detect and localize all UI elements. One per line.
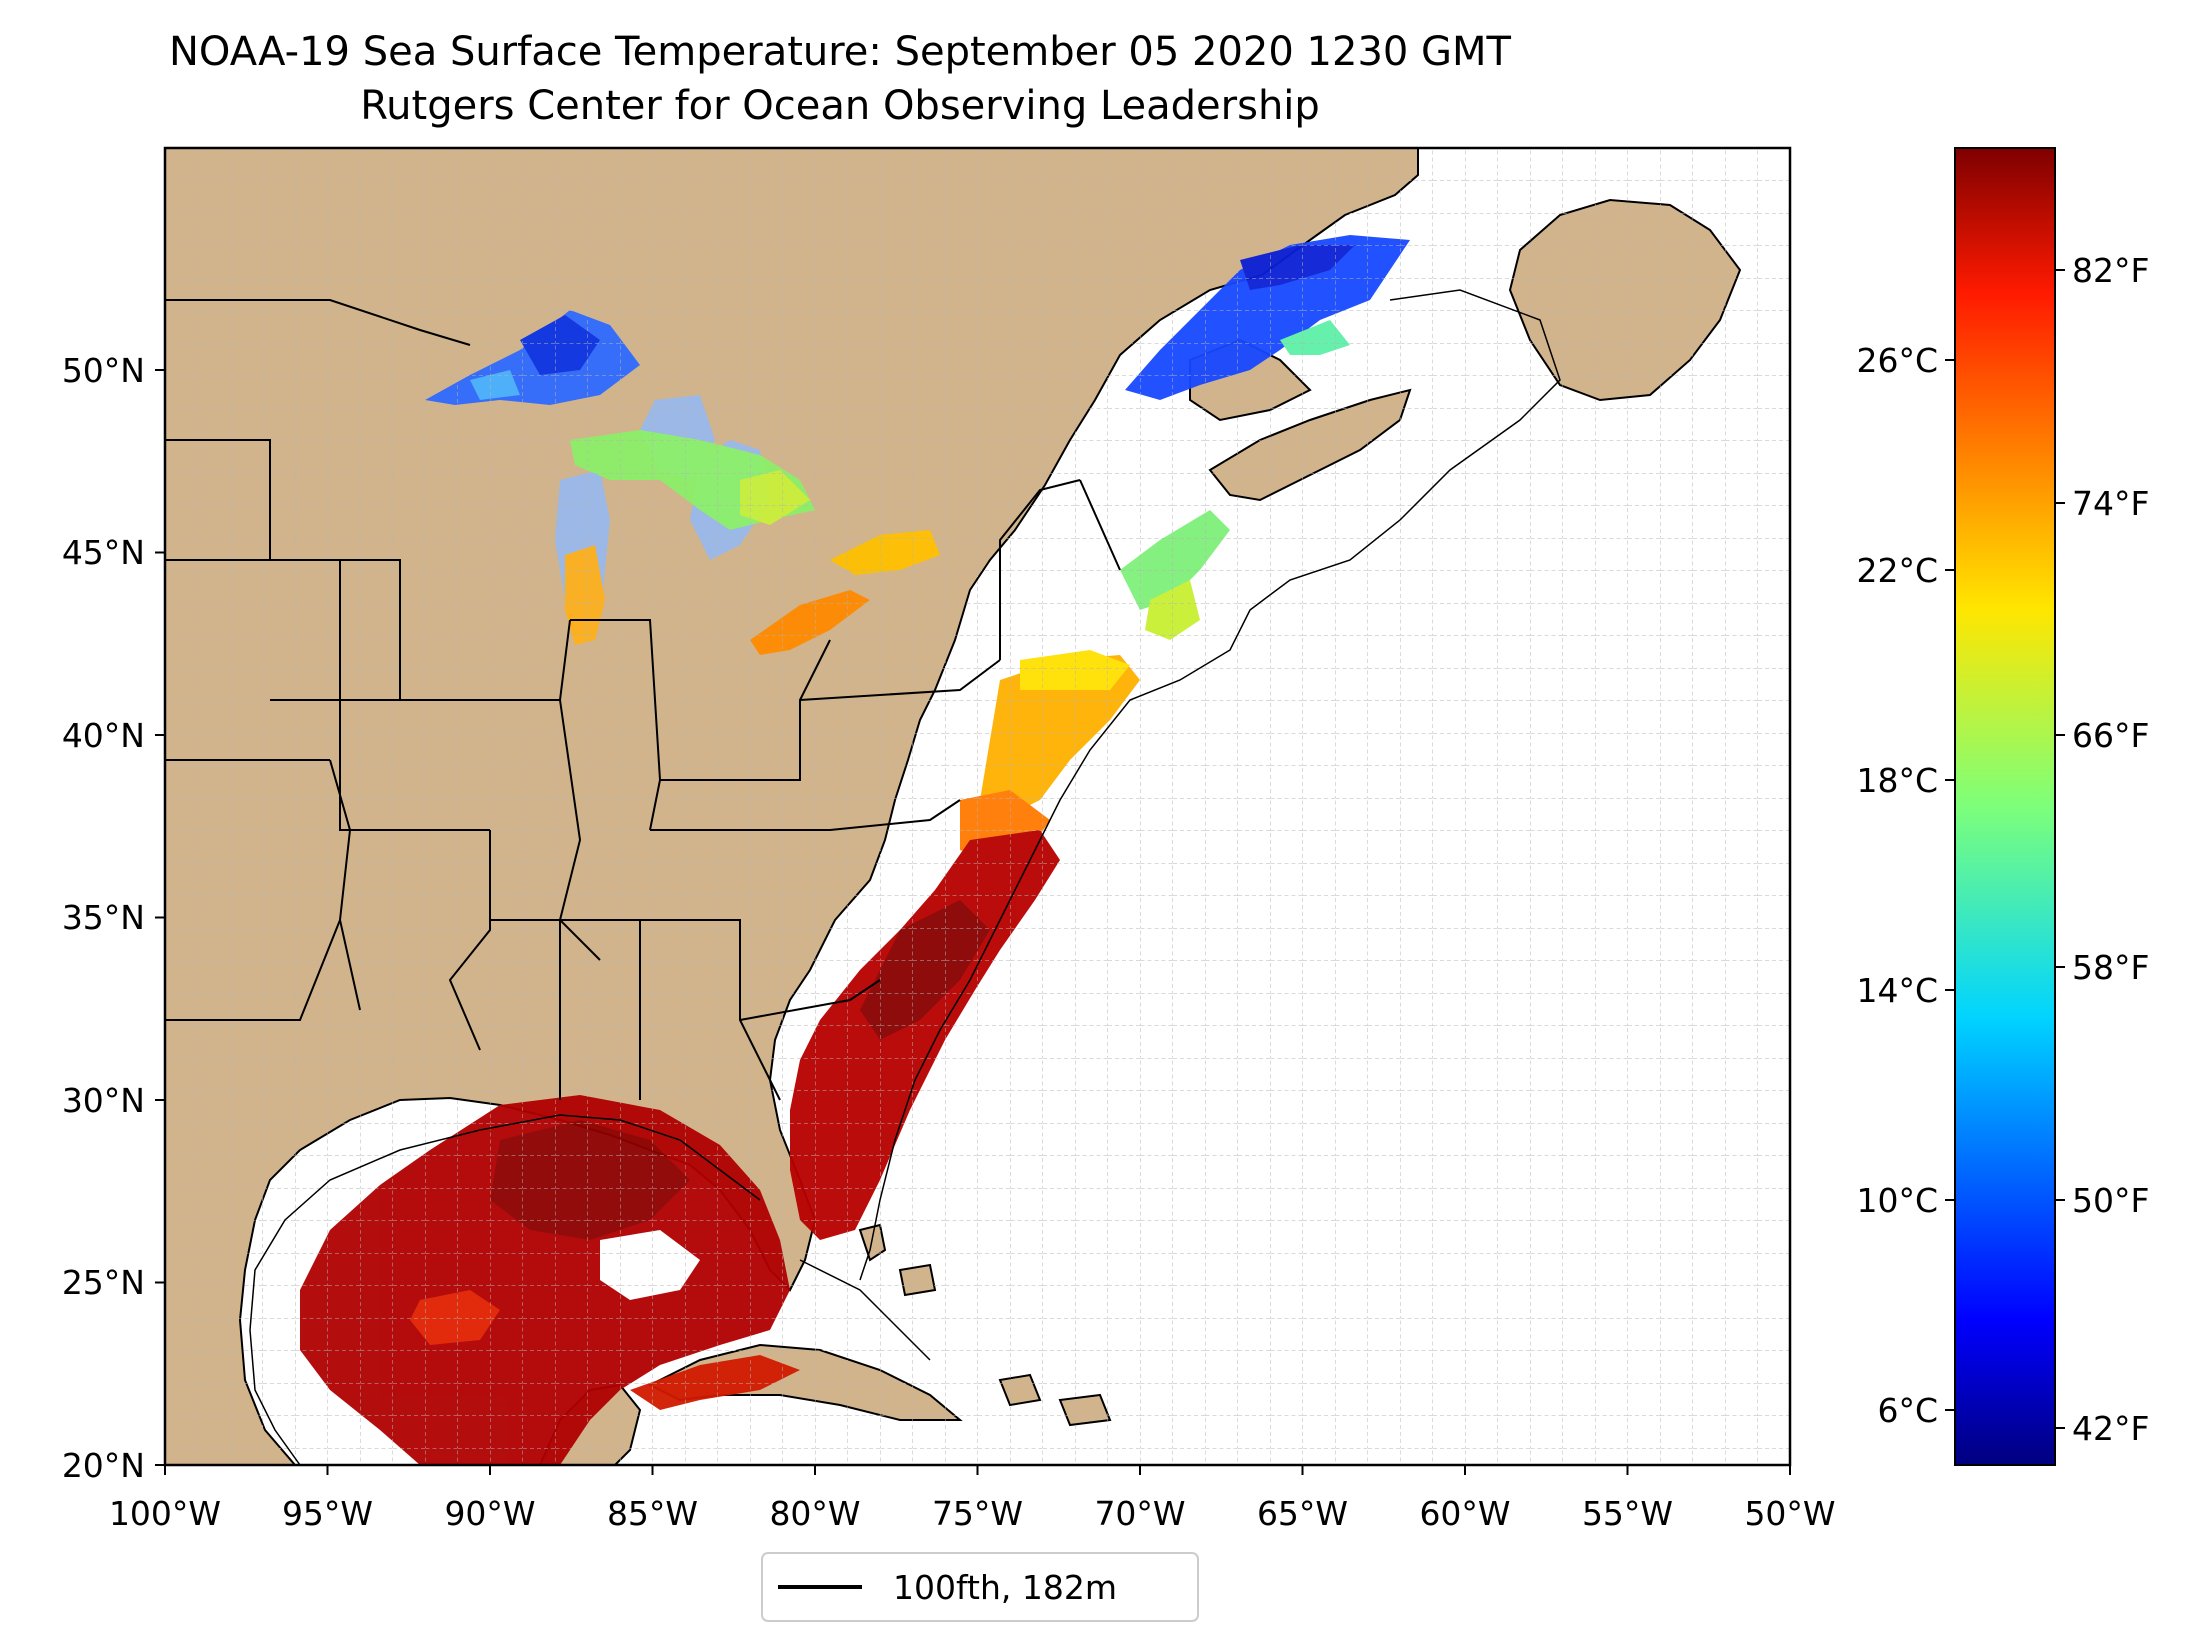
chart-title: NOAA-19 Sea Surface Temperature: Septemb…	[169, 29, 1511, 75]
lon-tick-label: 50°W	[1744, 1494, 1835, 1533]
isobath-100fth	[249, 289, 1561, 1465]
colorbar-celsius-label: 22°C	[1856, 551, 1938, 590]
map-gridlines	[165, 148, 1790, 1465]
colorbar-fahrenheit-label: 74°F	[2072, 484, 2149, 523]
lon-axis	[164, 1465, 1791, 1475]
colorbar-celsius-label: 18°C	[1856, 761, 1938, 800]
lon-tick-label: 75°W	[932, 1494, 1023, 1533]
colorbar-celsius-label: 14°C	[1856, 971, 1938, 1010]
lat-tick-label: 45°N	[62, 533, 145, 572]
colorbar-fahrenheit-label: 82°F	[2072, 251, 2149, 290]
colorbar-fahrenheit-label: 42°F	[2072, 1409, 2149, 1448]
lon-tick-label: 100°W	[109, 1494, 221, 1533]
map-area	[165, 148, 1790, 1465]
lat-tick-label: 35°N	[62, 898, 145, 937]
colorbar-fahrenheit-label: 58°F	[2072, 948, 2149, 987]
lat-tick-label: 20°N	[62, 1446, 145, 1485]
lat-axis	[155, 369, 165, 1466]
lon-tick-label: 60°W	[1419, 1494, 1510, 1533]
lat-tick-label: 25°N	[62, 1263, 145, 1302]
legend: 100fth, 182m	[761, 1552, 1199, 1622]
lon-tick-label: 90°W	[444, 1494, 535, 1533]
colorbar	[1954, 147, 2056, 1466]
lat-tick-label: 40°N	[62, 716, 145, 755]
political-borders	[165, 299, 1121, 1101]
colorbar-fahrenheit-label: 66°F	[2072, 716, 2149, 755]
lon-tick-label: 85°W	[607, 1494, 698, 1533]
lat-tick-label: 50°N	[62, 351, 145, 390]
chart-subtitle: Rutgers Center for Ocean Observing Leade…	[360, 83, 1320, 129]
lon-tick-label: 70°W	[1094, 1494, 1185, 1533]
colorbar-celsius-label: 10°C	[1856, 1181, 1938, 1220]
colorbar-fahrenheit-label: 50°F	[2072, 1181, 2149, 1220]
lon-tick-label: 65°W	[1257, 1494, 1348, 1533]
colorbar-celsius-label: 26°C	[1856, 341, 1938, 380]
colorbar-ticks	[1945, 269, 2065, 1429]
lat-tick-label: 30°N	[62, 1081, 145, 1120]
legend-label: 100fth, 182m	[893, 1568, 1117, 1607]
colorbar-celsius-label: 6°C	[1877, 1391, 1938, 1430]
lon-tick-label: 55°W	[1582, 1494, 1673, 1533]
lon-tick-label: 80°W	[769, 1494, 860, 1533]
lon-tick-label: 95°W	[282, 1494, 373, 1533]
